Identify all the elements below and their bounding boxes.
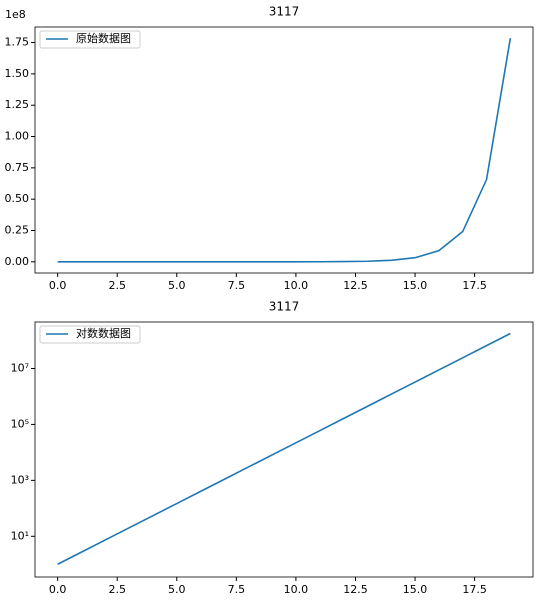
x-tick-label: 2.5 (108, 583, 126, 596)
x-tick-label: 12.5 (343, 583, 368, 596)
x-tick-label: 12.5 (343, 279, 368, 292)
y-tick-label: 10¹ (11, 529, 29, 542)
x-tick-label: 7.5 (228, 279, 246, 292)
y-tick-label: 1.25 (5, 98, 30, 111)
y-tick-label: 10⁵ (11, 417, 29, 430)
data-line (57, 38, 512, 263)
x-tick-label: 0.0 (49, 279, 67, 292)
chart-title: 3117 (269, 5, 300, 19)
x-tick-label: 0.0 (49, 583, 67, 596)
x-tick-label: 15.0 (403, 279, 428, 292)
x-tick-label: 17.5 (462, 583, 487, 596)
y-offset-label: 1e8 (5, 8, 26, 21)
y-tick-label: 1.50 (5, 67, 30, 80)
legend-box (39, 325, 141, 344)
x-tick-label: 2.5 (108, 279, 126, 292)
legend-box (39, 30, 141, 49)
x-tick-label: 10.0 (284, 583, 309, 596)
y-tick-label: 0.25 (5, 223, 30, 236)
x-tick-label: 5.0 (168, 279, 186, 292)
x-tick-label: 17.5 (462, 279, 487, 292)
y-tick-label: 0.75 (5, 161, 30, 174)
y-tick-label: 0.00 (5, 255, 30, 268)
y-tick-label: 1.00 (5, 130, 30, 143)
y-tick-label: 1.75 (5, 36, 30, 49)
x-tick-label: 5.0 (168, 583, 186, 596)
y-tick-label: 0.50 (5, 192, 30, 205)
data-line (57, 332, 511, 565)
x-tick-label: 15.0 (403, 583, 428, 596)
x-tick-label: 7.5 (228, 583, 246, 596)
x-tick-label: 10.0 (284, 279, 309, 292)
axes-frame (34, 321, 534, 578)
y-tick-label: 10³ (11, 473, 29, 486)
legend-label: 对数数据图 (76, 326, 131, 340)
chart-title: 3117 (269, 300, 300, 314)
y-tick-label: 10⁷ (11, 361, 29, 374)
axes-frame (34, 26, 534, 274)
legend-label: 原始数据图 (76, 31, 131, 45)
